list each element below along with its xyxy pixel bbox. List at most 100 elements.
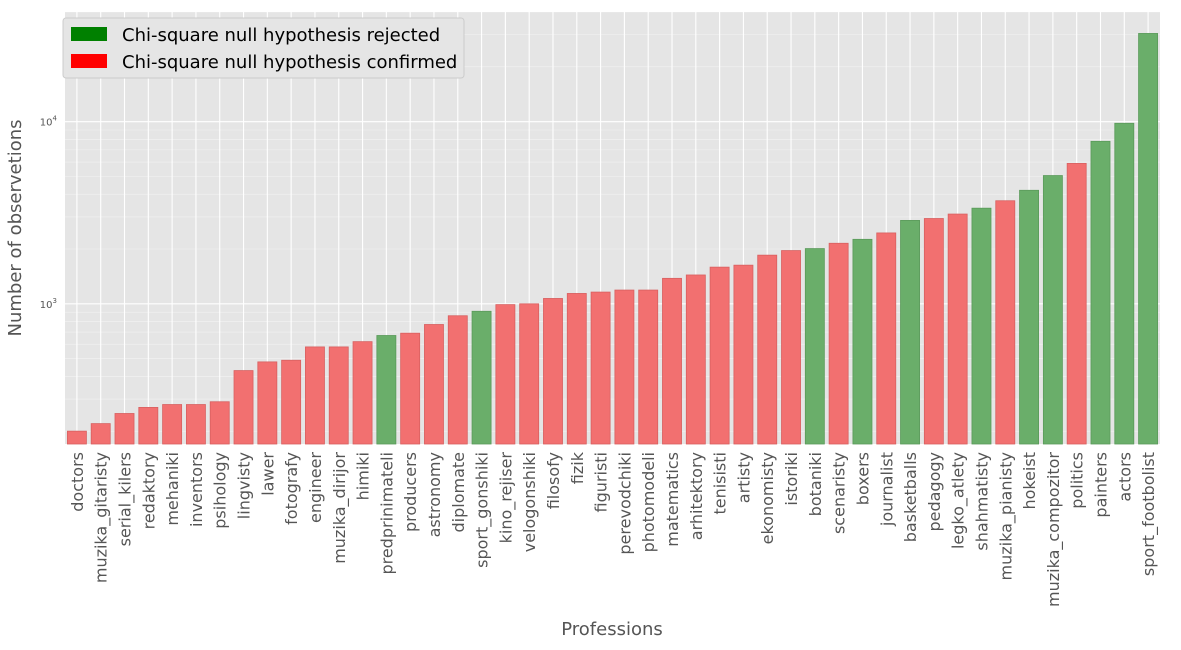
x-tick-label: astronomy (425, 452, 444, 537)
x-tick-label: istoriki (782, 452, 801, 506)
x-tick-label: filosofy (544, 452, 563, 509)
bar-hokeist (1019, 189, 1039, 445)
y-axis-label: Number of observetions (5, 120, 26, 337)
x-tick-label: scenaristy (830, 452, 849, 534)
x-tick-label: producers (401, 452, 420, 532)
legend: Chi-square null hypothesis rejected Chi-… (62, 17, 465, 79)
bar-actors (1114, 122, 1135, 445)
x-tick-label: predprinimateli (377, 452, 396, 575)
x-tick-label: lawer (258, 452, 277, 496)
bar-boxers (852, 238, 873, 445)
bar-shahmatisty (971, 207, 992, 445)
bar-politics (1066, 163, 1087, 445)
bar-muzika_compozitor (1042, 175, 1063, 445)
y-tick-label: 103 (40, 297, 57, 311)
bar-predprinimateli (376, 335, 397, 445)
bars (66, 33, 1159, 445)
bar-fotografy (281, 359, 302, 445)
bar-kino_rejiser (495, 304, 516, 445)
x-tick-label: diplomate (449, 452, 468, 533)
bar-journalist (876, 232, 897, 445)
x-tick-label: shahmatisty (972, 452, 991, 551)
bar-photomodeli (638, 289, 659, 445)
x-tick-label: sport_footbolist (1139, 452, 1159, 576)
x-tick-label: fotografy (282, 452, 301, 525)
bar-redaktory (138, 407, 159, 445)
bar-basketballs (900, 220, 920, 445)
x-tick-label: muzika_gitaristy (92, 452, 112, 583)
bar-botaniki (804, 248, 825, 445)
y-tick-label: 104 (40, 115, 58, 129)
bar-sport_gonshiki (471, 310, 492, 445)
bar-diplomate (447, 315, 468, 445)
x-tick-label: hokeist (1020, 452, 1039, 510)
bar-artisty (733, 264, 754, 445)
bar-sport_footbolist (1138, 33, 1159, 445)
bar-psihology (209, 401, 230, 445)
x-tick-label: journalist (877, 452, 896, 527)
x-tick-label: photomodeli (639, 452, 658, 552)
x-tick-label: figuristi (592, 452, 611, 512)
bar-filosofy (543, 298, 563, 445)
bar-legko_atlety (947, 213, 968, 445)
x-tick-labels: doctors muzika_gitaristy serial_kilers reda… (68, 451, 1159, 607)
x-tick-label: mehaniki (163, 452, 182, 526)
x-tick-label: himiki (354, 452, 373, 500)
x-tick-label: redaktory (139, 452, 158, 529)
legend-swatch-rejected (71, 27, 107, 41)
bar-doctors (66, 430, 87, 445)
bar-serial_kilers (114, 413, 135, 445)
x-tick-label: engineer (306, 452, 325, 523)
x-tick-label: painters (1091, 452, 1110, 518)
bar-muzika_pianisty (995, 200, 1016, 445)
x-tick-label: lingvisty (235, 452, 254, 519)
bar-velogonshiki (519, 303, 540, 445)
bar-mehaniki (162, 404, 183, 445)
bar-fizik (566, 293, 587, 445)
x-tick-label: legko_atlety (949, 452, 969, 549)
x-tick-label: tenisisti (711, 452, 730, 515)
bar-himiki (352, 341, 373, 445)
bar-matematics (662, 277, 682, 445)
x-tick-label: inventors (187, 452, 206, 527)
x-tick-label: perevodchiki (615, 452, 634, 555)
x-tick-label: pedagogy (925, 452, 944, 532)
legend-swatch-confirmed (71, 54, 107, 68)
legend-box (62, 17, 465, 79)
bar-pedagogy (923, 218, 944, 445)
bar-istoriki (781, 250, 801, 445)
x-tick-label: fizik (568, 451, 587, 484)
bar-inventors (186, 404, 206, 445)
bar-lawer (257, 361, 278, 445)
x-tick-label: actors (1115, 452, 1134, 502)
bar-scenaristy (828, 242, 849, 445)
x-tick-label: arhitektory (687, 452, 706, 540)
x-tick-label: botaniki (806, 452, 825, 516)
x-tick-label: muzika_pianisty (996, 452, 1016, 580)
legend-label-rejected: Chi-square null hypothesis rejected (122, 25, 440, 46)
x-tick-label: doctors (68, 452, 87, 512)
bar-muzika_gitaristy (90, 423, 111, 445)
x-tick-label: artisty (734, 452, 753, 503)
x-tick-label: serial_kilers (116, 452, 136, 546)
x-axis-label: Professions (561, 619, 663, 640)
x-tick-label: muzika_compozitor (1044, 452, 1064, 607)
x-tick-label: velogonshiki (520, 452, 539, 552)
bar-astronomy (424, 324, 444, 445)
y-tick-labels: 103 104 (40, 115, 58, 311)
x-tick-label: matematics (663, 452, 682, 547)
x-tick-label: sport_gonshiki (473, 452, 493, 568)
bar-muzika_dirijor (328, 346, 349, 445)
bar-perevodchiki (614, 289, 635, 445)
x-tick-label: boxers (853, 452, 872, 505)
bar-arhitektory (685, 274, 706, 445)
x-tick-label: ekonomisty (758, 452, 777, 544)
bar-tenisisti (709, 266, 730, 445)
x-tick-label: psihology (211, 452, 230, 529)
legend-label-confirmed: Chi-square null hypothesis confirmed (122, 52, 457, 73)
x-tick-label: basketballs (901, 452, 920, 542)
bar-figuristi (590, 291, 611, 445)
bar-painters (1090, 140, 1111, 445)
